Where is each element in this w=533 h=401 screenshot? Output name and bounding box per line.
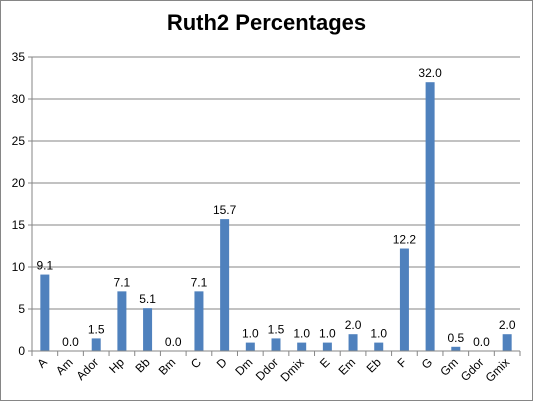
bar-gmix xyxy=(502,334,512,351)
x-tick-label-bb: Bb xyxy=(132,355,153,376)
bar-ddor xyxy=(271,338,281,351)
gridlines xyxy=(32,56,520,310)
x-tick-label-em: Em xyxy=(336,355,359,378)
bar-a xyxy=(40,274,50,351)
data-label-em: 2.0 xyxy=(345,318,362,332)
data-label-dmix: 1.0 xyxy=(293,327,310,341)
data-label-gdor: 0.0 xyxy=(473,335,490,349)
x-tick-label-e: E xyxy=(317,355,333,371)
y-tick-label: 25 xyxy=(12,134,26,148)
x-tick-label-c: C xyxy=(188,355,204,371)
x-tick-label-f: F xyxy=(394,355,409,370)
x-tick-label-d: D xyxy=(214,355,230,371)
x-tick-label-ddor: Ddor xyxy=(253,355,281,383)
bar-d xyxy=(220,219,230,351)
data-label-e: 1.0 xyxy=(319,327,336,341)
data-label-f: 12.2 xyxy=(393,233,417,247)
x-tick-label-ador: Ador xyxy=(74,355,102,383)
bar-gm xyxy=(451,346,461,351)
data-label-gmix: 2.0 xyxy=(499,318,516,332)
y-tick-label: 0 xyxy=(18,344,25,358)
x-tick-label-dm: Dm xyxy=(232,355,255,378)
data-label-am: 0.0 xyxy=(62,335,79,349)
data-label-ador: 1.5 xyxy=(88,322,105,336)
data-label-a: 9.1 xyxy=(36,259,53,273)
data-label-g: 32.0 xyxy=(418,66,442,80)
x-tick-label-a: A xyxy=(34,355,50,371)
bar-em xyxy=(348,334,358,351)
bars xyxy=(40,82,512,351)
x-tick-label-gmix: Gmix xyxy=(483,355,513,385)
bar-f xyxy=(399,248,409,351)
bar-dm xyxy=(245,342,255,351)
data-label-d: 15.7 xyxy=(213,203,237,217)
axes xyxy=(28,56,521,356)
bar-g xyxy=(425,82,435,351)
x-tick-label-bm: Bm xyxy=(156,355,179,378)
data-label-gm: 0.5 xyxy=(447,331,464,345)
data-label-dm: 1.0 xyxy=(242,327,259,341)
x-tick-label-hp: Hp xyxy=(106,355,127,376)
labels: 0 5 10 15 20 25 30 35 9.1 A 0.0 Am 1.5 Ador 7.1 Hp 5.1 Bb… xyxy=(12,50,516,385)
bar-ador xyxy=(91,338,101,351)
x-tick-label-gm: Gm xyxy=(437,355,461,379)
y-tick-label: 10 xyxy=(12,260,26,274)
data-label-bm: 0.0 xyxy=(165,335,182,349)
bar-e xyxy=(322,342,332,351)
x-tick-label-g: G xyxy=(419,355,436,372)
x-tick-label-gdor: Gdor xyxy=(458,355,487,384)
y-tick-label: 15 xyxy=(12,218,26,232)
x-tick-label-eb: Eb xyxy=(364,355,385,376)
data-label-ddor: 1.5 xyxy=(268,322,285,336)
bar-dmix xyxy=(297,342,307,351)
bar-c xyxy=(194,291,204,351)
bar-hp xyxy=(117,291,127,351)
x-tick-label-am: Am xyxy=(53,355,76,378)
y-tick-label: 30 xyxy=(12,92,26,106)
y-tick-label: 20 xyxy=(12,176,26,190)
chart-title: Ruth2 Percentages xyxy=(166,10,367,35)
data-label-c: 7.1 xyxy=(191,275,208,289)
data-label-hp: 7.1 xyxy=(114,275,131,289)
bar-bb xyxy=(143,308,153,351)
y-tick-label: 35 xyxy=(12,50,26,64)
y-tick-label: 5 xyxy=(18,302,25,316)
data-label-bb: 5.1 xyxy=(139,292,156,306)
x-tick-label-dmix: Dmix xyxy=(278,355,307,384)
data-label-eb: 1.0 xyxy=(370,327,387,341)
bar-eb xyxy=(374,342,384,351)
